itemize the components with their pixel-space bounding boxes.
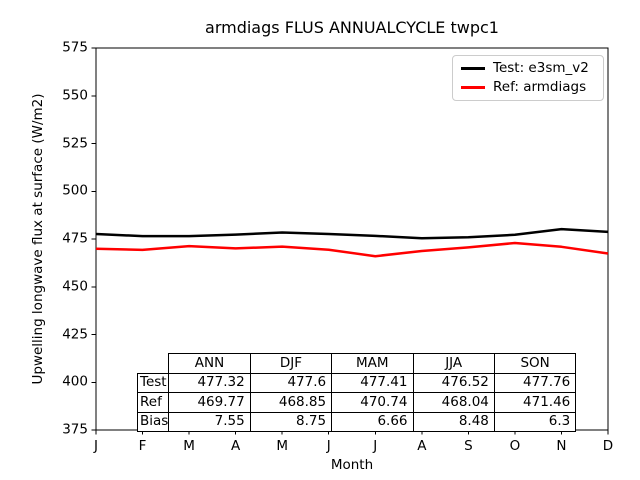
ref-line-swatch: [461, 86, 485, 90]
x-tick-label: J: [373, 438, 378, 454]
series-line-test: [95, 227, 609, 240]
y-tick-label: 450: [62, 278, 88, 294]
table-value-cell: 477.32: [168, 372, 251, 393]
legend-item-ref: Ref: armdiags: [461, 79, 595, 95]
table-col-header: JJA: [412, 353, 495, 374]
y-tick-label: 525: [62, 134, 88, 151]
x-tick-label: M: [183, 438, 195, 454]
x-tick-label: A: [231, 438, 241, 454]
x-axis-label: Month: [330, 457, 374, 473]
y-axis-label: Upwelling longwave flux at surface (W/m2…: [30, 93, 46, 385]
x-tick-label: M: [276, 438, 288, 454]
legend-label-test: Test: e3sm_v2: [493, 59, 589, 76]
table-col-header: MAM: [331, 353, 414, 374]
table-value-cell: 470.74: [331, 392, 414, 413]
table-row-label: Bias: [136, 411, 170, 432]
table-row-label: Ref: [136, 392, 170, 413]
table-row: Test 477.32 477.6 477.41 476.52 477.76: [136, 372, 577, 393]
table-value-cell: 477.76: [493, 372, 577, 393]
x-tick-label: J: [94, 438, 98, 454]
y-tick-label: 475: [62, 230, 88, 247]
table-value-cell: 7.55: [168, 411, 251, 432]
legend-item-test: Test: e3sm_v2: [461, 59, 595, 76]
y-tick-label: 500: [62, 182, 88, 199]
table-value-cell: 6.66: [331, 411, 414, 432]
legend: Test: e3sm_v2 Ref: armdiags: [452, 55, 604, 101]
y-tick-label: 400: [62, 373, 88, 390]
x-tick-label: N: [556, 438, 567, 454]
table-value-cell: 468.85: [249, 392, 333, 413]
x-tick-label: F: [138, 438, 147, 454]
table-value-cell: 477.6: [249, 372, 333, 393]
table-value-cell: 8.48: [412, 411, 495, 432]
y-tick-label: 375: [62, 421, 88, 438]
table-value-cell: 6.3: [493, 411, 577, 432]
table-value-cell: 477.41: [331, 372, 414, 393]
x-tick-label: S: [464, 438, 473, 454]
table-row-label: Test: [136, 372, 170, 393]
table-corner-cell: [138, 354, 169, 374]
table-value-cell: 468.04: [412, 392, 495, 413]
table-row: Ref 469.77 468.85 470.74 468.04 471.46: [136, 392, 577, 413]
x-tick-label: J: [326, 438, 331, 454]
series-line-ref: [95, 241, 609, 258]
x-tick-label: A: [417, 438, 427, 454]
y-tick-label: 425: [62, 325, 88, 342]
table-row: Bias 7.55 8.75 6.66 8.48 6.3: [136, 411, 577, 432]
y-tick-label: 575: [62, 39, 88, 56]
legend-label-ref: Ref: armdiags: [493, 79, 587, 95]
table-col-header: ANN: [168, 353, 251, 374]
table-value-cell: 8.75: [249, 411, 333, 432]
seasonal-stats-table: ANN DJF MAM JJA SON Test 477.32 477.6 477.41 476.…: [136, 353, 577, 432]
x-tick-label: O: [509, 438, 521, 454]
table-value-cell: 476.52: [412, 372, 495, 393]
table-col-header: SON: [493, 353, 577, 374]
y-tick-label: 550: [62, 87, 88, 103]
table-col-header: DJF: [249, 353, 333, 374]
test-line-swatch: [461, 66, 485, 70]
chart-title: armdiags FLUS ANNUALCYCLE twpc1: [205, 18, 499, 37]
table-value-cell: 469.77: [168, 392, 251, 413]
table-value-cell: 471.46: [493, 392, 577, 413]
x-tick-label: D: [602, 438, 614, 454]
